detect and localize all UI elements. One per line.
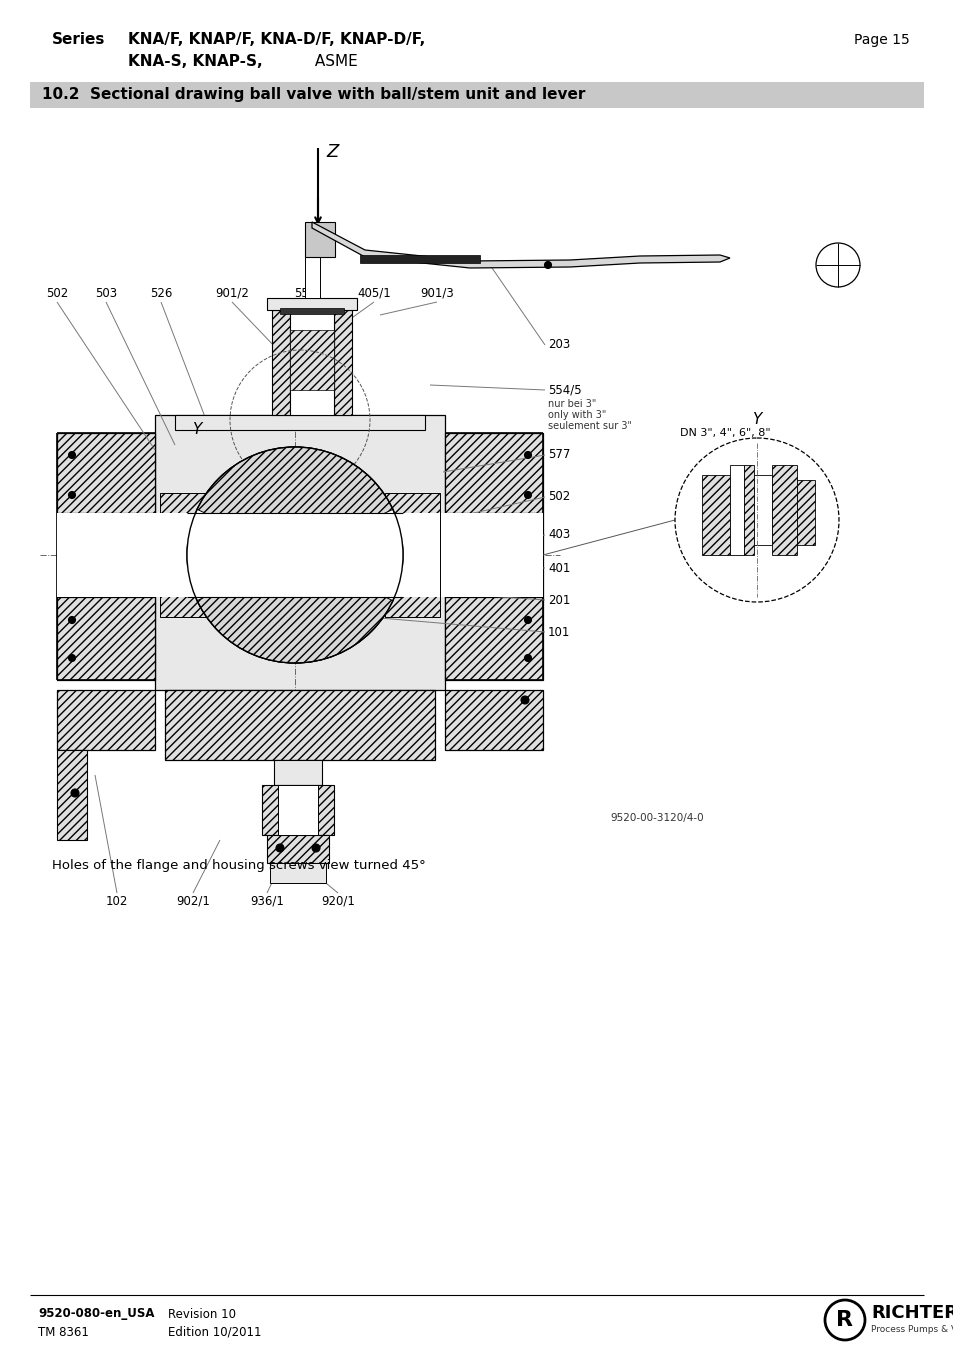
Text: 901/2: 901/2 xyxy=(214,286,249,300)
Circle shape xyxy=(524,654,531,662)
Text: 502: 502 xyxy=(547,490,570,504)
Bar xyxy=(267,299,356,309)
Circle shape xyxy=(312,844,319,852)
Text: DN 3", 4", 6", 8": DN 3", 4", 6", 8" xyxy=(679,428,770,438)
Bar xyxy=(270,863,326,884)
Bar xyxy=(796,480,814,544)
Circle shape xyxy=(187,447,402,663)
Text: 526: 526 xyxy=(150,286,172,300)
Text: Revision 10: Revision 10 xyxy=(168,1308,235,1320)
Circle shape xyxy=(815,243,859,286)
Circle shape xyxy=(69,451,75,458)
Text: 405/1: 405/1 xyxy=(356,286,391,300)
Text: 10.2  Sectional drawing ball valve with ball/stem unit and lever: 10.2 Sectional drawing ball valve with b… xyxy=(42,88,585,103)
Circle shape xyxy=(675,438,838,603)
Text: Holes of the flange and housing screws view turned 45°: Holes of the flange and housing screws v… xyxy=(52,858,425,871)
Text: nur bei 3": nur bei 3" xyxy=(547,399,596,409)
Bar xyxy=(174,415,424,430)
Text: KNA/F, KNAP/F, KNA-D/F, KNAP-D/F,: KNA/F, KNAP/F, KNA-D/F, KNAP-D/F, xyxy=(128,32,425,47)
Wedge shape xyxy=(197,555,393,663)
Bar xyxy=(272,309,290,415)
Bar xyxy=(385,493,439,617)
Bar xyxy=(280,308,344,313)
Text: Y: Y xyxy=(192,423,201,438)
Text: 557: 557 xyxy=(294,286,315,300)
Text: seulement sur 3": seulement sur 3" xyxy=(547,422,631,431)
Bar xyxy=(165,690,435,761)
Text: RICHTER: RICHTER xyxy=(870,1304,953,1323)
Bar xyxy=(743,465,753,555)
Circle shape xyxy=(71,789,79,797)
Text: 901/3: 901/3 xyxy=(419,286,454,300)
Bar xyxy=(444,690,542,750)
Bar xyxy=(729,465,743,555)
Text: KNA-S, KNAP-S,: KNA-S, KNAP-S, xyxy=(128,54,262,69)
Polygon shape xyxy=(312,222,729,267)
Bar xyxy=(753,476,771,544)
Bar xyxy=(160,493,214,617)
Text: Z: Z xyxy=(326,143,338,161)
Bar xyxy=(385,513,439,597)
Text: 554/5: 554/5 xyxy=(547,384,581,396)
Bar xyxy=(334,309,352,415)
Bar xyxy=(57,434,154,680)
Circle shape xyxy=(520,696,529,704)
Circle shape xyxy=(69,654,75,662)
Bar xyxy=(57,690,154,750)
Text: 102: 102 xyxy=(106,894,128,908)
Circle shape xyxy=(69,492,75,499)
Text: 502: 502 xyxy=(46,286,68,300)
Text: 9520-080-en_USA: 9520-080-en_USA xyxy=(38,1308,154,1320)
Text: 503: 503 xyxy=(95,286,117,300)
Bar xyxy=(262,785,334,835)
Bar xyxy=(305,228,319,299)
Circle shape xyxy=(524,451,531,458)
Bar xyxy=(277,785,317,835)
Circle shape xyxy=(275,844,284,852)
Bar xyxy=(701,476,729,555)
Circle shape xyxy=(69,616,75,624)
Text: 203: 203 xyxy=(547,339,570,351)
Bar xyxy=(160,513,214,597)
Bar xyxy=(444,513,542,597)
Bar xyxy=(771,465,796,555)
Text: Process Pumps & Valves: Process Pumps & Valves xyxy=(870,1324,953,1333)
Circle shape xyxy=(524,492,531,499)
Bar xyxy=(154,415,444,690)
Bar xyxy=(57,750,87,840)
Text: 9520-00-3120/4-0: 9520-00-3120/4-0 xyxy=(609,813,703,823)
Circle shape xyxy=(544,262,551,269)
Text: Page 15: Page 15 xyxy=(853,32,909,47)
Bar xyxy=(30,82,923,108)
Bar xyxy=(154,513,205,597)
Circle shape xyxy=(524,616,531,624)
Text: Y: Y xyxy=(752,412,760,427)
Bar xyxy=(187,513,402,597)
Text: R: R xyxy=(836,1310,853,1329)
Bar xyxy=(290,330,334,390)
Bar xyxy=(305,222,335,257)
Text: Edition 10/2011: Edition 10/2011 xyxy=(168,1325,261,1339)
Text: Series: Series xyxy=(52,32,105,47)
Bar xyxy=(57,513,154,597)
Text: only with 3": only with 3" xyxy=(547,409,606,420)
Circle shape xyxy=(824,1300,864,1340)
Bar xyxy=(444,434,542,680)
Text: 920/1: 920/1 xyxy=(321,894,355,908)
Text: ASME: ASME xyxy=(310,54,357,69)
Text: TM 8361: TM 8361 xyxy=(38,1325,89,1339)
Text: 201: 201 xyxy=(547,593,570,607)
Bar xyxy=(290,309,334,415)
Bar xyxy=(274,761,322,785)
Text: 401: 401 xyxy=(547,562,570,574)
Text: 403: 403 xyxy=(547,528,570,542)
Text: 577: 577 xyxy=(547,449,570,462)
Bar xyxy=(359,255,479,263)
Bar xyxy=(267,835,329,863)
Bar xyxy=(395,513,444,597)
Text: 902/1: 902/1 xyxy=(176,894,210,908)
Text: 936/1: 936/1 xyxy=(250,894,284,908)
Wedge shape xyxy=(197,447,393,555)
Text: 101: 101 xyxy=(547,626,570,639)
